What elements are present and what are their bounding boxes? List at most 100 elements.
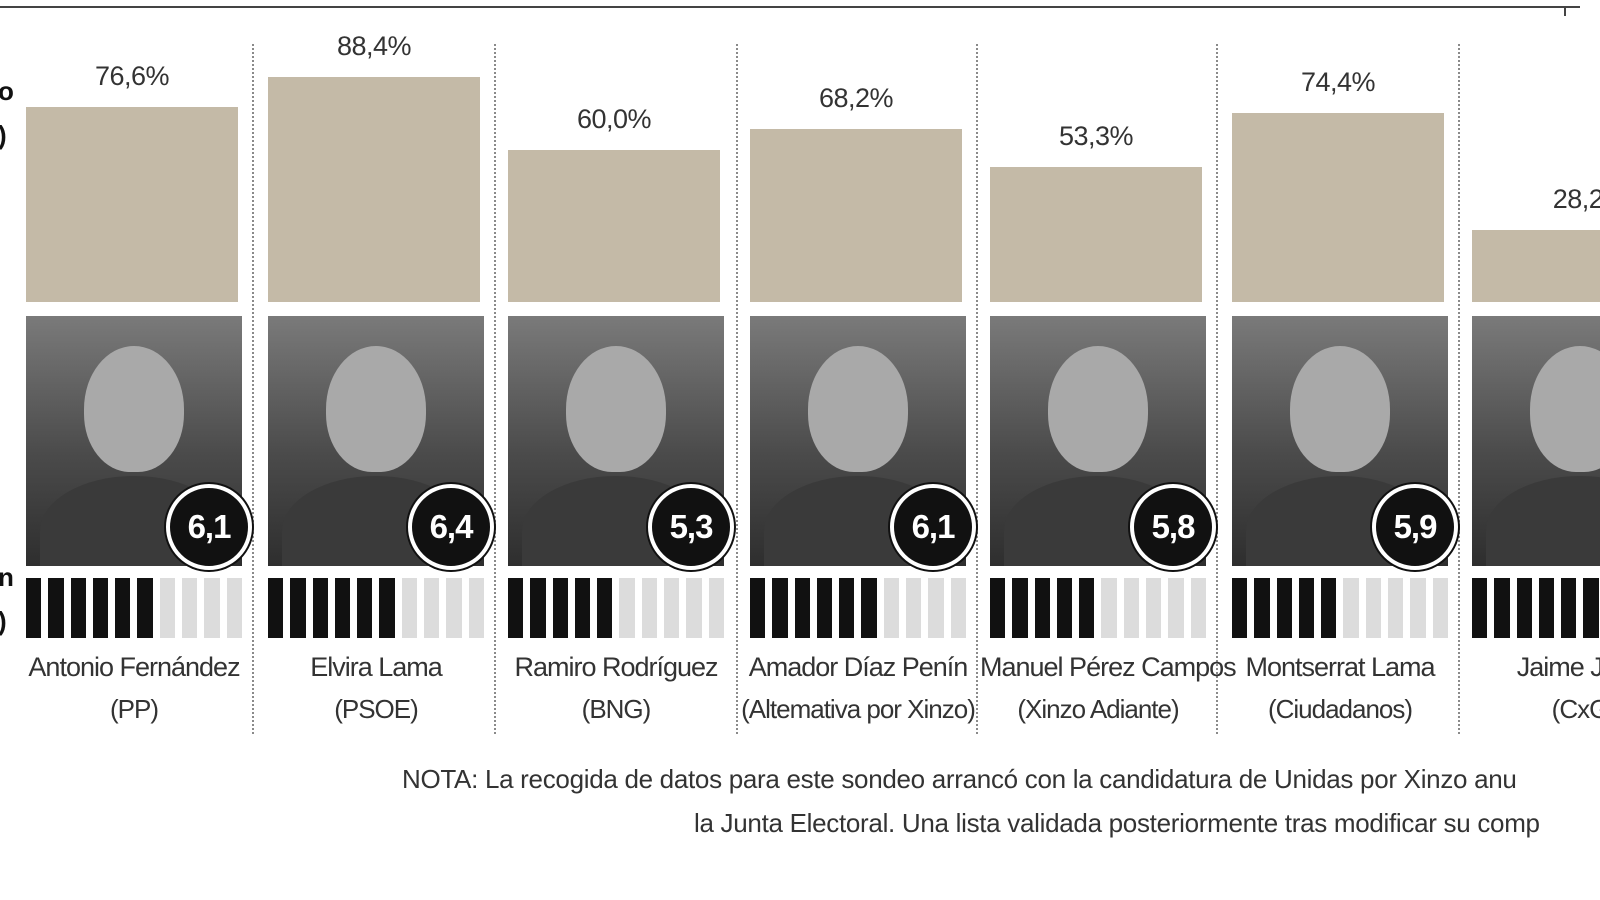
candidate-name: Montserrat Lama (1245, 652, 1435, 682)
candidate-column: 76,6% 6,1 Antonio Fernández (PP) (26, 0, 262, 740)
rating-segment-filled (1494, 578, 1510, 638)
rating-scale (1232, 578, 1448, 638)
bar (268, 77, 480, 302)
score-badge: 5,9 (1372, 484, 1458, 570)
column-divider (1458, 44, 1460, 734)
candidate-name: Jaime José (1516, 652, 1600, 682)
photo-head-shape (1530, 346, 1600, 472)
score-badge: 6,1 (890, 484, 976, 570)
candidate-party: (Xinzo Adiante) (1017, 694, 1179, 724)
rating-segment-empty (1432, 578, 1448, 638)
left-label-fragment: ) (0, 606, 7, 637)
bar (750, 128, 962, 302)
rating-segment-filled (816, 578, 833, 638)
bar-value-label: 88,4% (336, 31, 412, 62)
rating-segment-empty (950, 578, 966, 638)
rating-segment-empty (1343, 578, 1359, 638)
candidate-name: Ramiro Rodríguez (514, 652, 718, 682)
rating-segment-filled (1538, 578, 1555, 638)
bar-value-label: 76,6% (94, 61, 170, 92)
candidate-column: 28,2 Jaime José (CxG (1472, 0, 1600, 740)
rating-scale (990, 578, 1206, 638)
bar (1232, 113, 1444, 302)
bar-value-label: 53,3% (1058, 120, 1134, 151)
rating-segment-filled (1012, 578, 1028, 638)
candidate-party: (Ciudadanos) (1267, 694, 1413, 724)
candidate-party: (PSOE) (334, 694, 419, 724)
rating-segment-filled (379, 578, 395, 638)
candidate-photo (1472, 316, 1600, 566)
rating-segment-empty (1101, 578, 1117, 638)
rating-segment-empty (1146, 578, 1162, 638)
top-rule (0, 6, 1580, 16)
column-divider (252, 44, 254, 734)
candidate-column: 68,2% 6,1 Amador Díaz Penín (Altemativa por… (741, 0, 986, 740)
photo-head-shape (566, 346, 666, 472)
rating-scale (268, 578, 484, 638)
rating-segment-filled (115, 578, 131, 638)
rating-segment-filled (508, 578, 524, 638)
rating-segment-filled (334, 578, 351, 638)
photo-head-shape (1290, 346, 1390, 472)
rating-segment-empty (226, 578, 242, 638)
bar (990, 166, 1202, 302)
bar-value-label: 74,4% (1300, 67, 1376, 98)
candidate-party: (Altemativa por Xinzo) (741, 694, 976, 724)
candidate-column: 60,0% 5,3 Ramiro Rodríguez (BNG) (508, 0, 744, 740)
rating-segment-filled (1298, 578, 1315, 638)
rating-segment-empty (619, 578, 635, 638)
rating-segment-empty (928, 578, 944, 638)
candidate-party: (BNG) (581, 694, 652, 724)
rating-segment-empty (182, 578, 198, 638)
rating-segment-filled (26, 578, 42, 638)
bar-value-label: 28,2 (1552, 184, 1600, 215)
rating-segment-filled (1079, 578, 1095, 638)
rating-segment-empty (686, 578, 702, 638)
rating-segment-filled (290, 578, 306, 638)
rating-segment-empty (906, 578, 922, 638)
candidate-column: 53,3% 5,8 Manuel Pérez Campos (Xinzo Adiant… (980, 0, 1237, 740)
candidate-name: Antonio Fernández (28, 652, 240, 682)
rating-segment-filled (1321, 578, 1337, 638)
rating-segment-filled (1472, 578, 1488, 638)
left-label-fragment: ) (0, 120, 7, 151)
rating-scale (1472, 578, 1600, 638)
rating-segment-filled (137, 578, 153, 638)
rating-segment-filled (772, 578, 788, 638)
note-line-2: la Junta Electoral. Una lista validada p… (694, 808, 1540, 838)
rating-segment-empty (468, 578, 484, 638)
rating-segment-empty (424, 578, 440, 638)
column-divider (494, 44, 496, 734)
rating-segment-empty (1123, 578, 1140, 638)
candidate-name: Amador Díaz Penín (748, 652, 969, 682)
rating-segment-filled (1583, 578, 1599, 638)
rating-segment-filled (268, 578, 284, 638)
rating-segment-empty (1365, 578, 1382, 638)
rating-segment-empty (1410, 578, 1426, 638)
rating-segment-filled (1232, 578, 1248, 638)
rating-segment-filled (1276, 578, 1292, 638)
score-badge: 6,4 (408, 484, 494, 570)
candidate-party: (PP) (110, 694, 159, 724)
rating-segment-filled (861, 578, 877, 638)
score-badge: 6,1 (166, 484, 252, 570)
rating-segment-filled (1034, 578, 1050, 638)
rating-segment-filled (92, 578, 109, 638)
rating-segment-empty (1190, 578, 1206, 638)
note-line-1: NOTA: La recogida de datos para este son… (402, 764, 1517, 794)
left-label-fragment: o (0, 76, 14, 106)
rating-segment-filled (1516, 578, 1532, 638)
rating-segment-filled (552, 578, 568, 638)
score-badge: 5,8 (1130, 484, 1216, 570)
rating-segment-filled (1056, 578, 1073, 638)
top-rule-tick (1564, 6, 1566, 16)
rating-segment-filled (1254, 578, 1270, 638)
rating-segment-empty (204, 578, 220, 638)
candidate-column: 88,4% 6,4 Elvira Lama (PSOE) (268, 0, 504, 740)
photo-head-shape (808, 346, 908, 472)
rating-segment-filled (597, 578, 613, 638)
rating-scale (26, 578, 242, 638)
rating-segment-empty (446, 578, 462, 638)
score-badge: 5,3 (648, 484, 734, 570)
rating-scale (750, 578, 966, 638)
